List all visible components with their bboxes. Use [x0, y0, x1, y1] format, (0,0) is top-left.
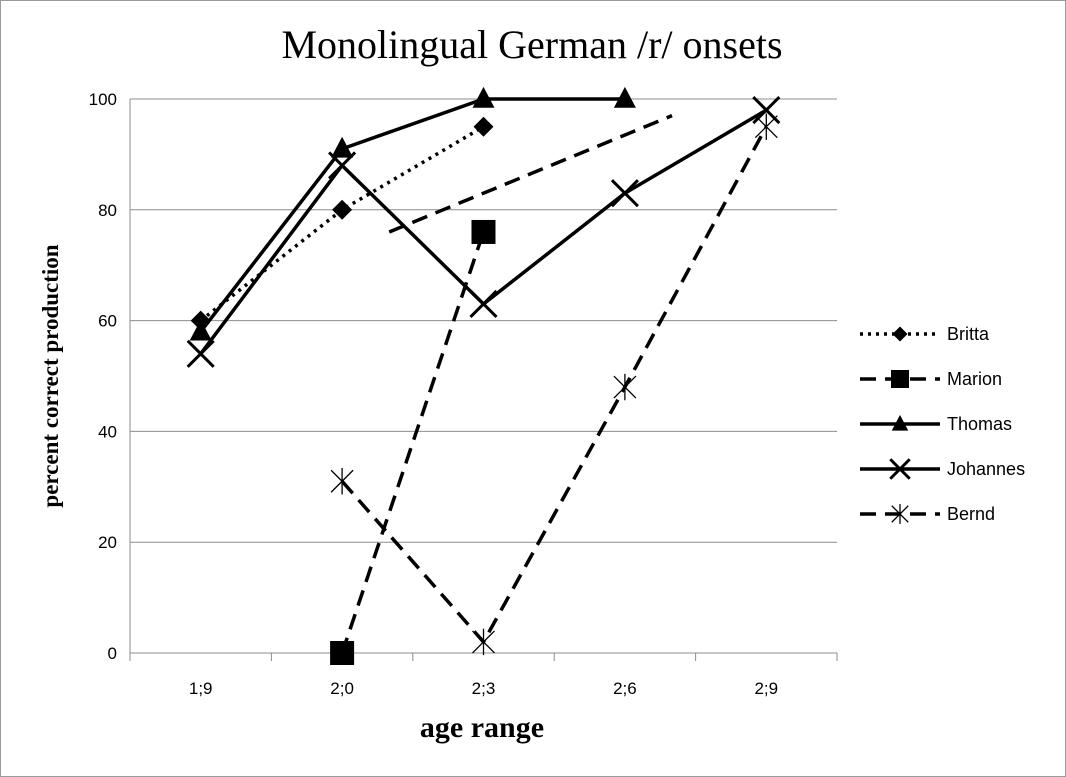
x-tick-label: 2;3: [472, 679, 496, 698]
x-tick-label: 1;9: [189, 679, 213, 698]
y-tick-label: 20: [98, 533, 117, 552]
marker-stroke: [328, 151, 357, 180]
series-line-bernd: [340, 125, 768, 644]
x-tick-label: 2;9: [754, 679, 778, 698]
marker-stroke: [889, 458, 911, 480]
chart-title: Monolingual German /r/ onsets: [281, 22, 782, 67]
x-tick-label: 2;6: [613, 679, 637, 698]
legend-item-britta: Britta: [860, 324, 990, 344]
marker-thomas: [189, 319, 212, 341]
marker-marion: [330, 641, 355, 665]
y-tick-label: 40: [98, 422, 117, 441]
marker-johannes: [469, 289, 498, 319]
y-tick-label: 60: [98, 312, 117, 331]
marker-bernd: [613, 373, 637, 401]
series-line-marion-extension: [388, 114, 673, 234]
marker-britta: [473, 116, 494, 137]
marker-johannes: [186, 339, 215, 368]
legend-label-bernd: Bernd: [947, 504, 995, 524]
legend-marker-johannes: [889, 458, 911, 480]
legend-item-johannes: Johannes: [860, 458, 1025, 480]
series-line-thomas: [199, 97, 625, 333]
marker-thomas: [472, 86, 495, 108]
marker-thomas: [331, 136, 354, 158]
marker-johannes: [328, 151, 357, 180]
legend-label-marion: Marion: [947, 369, 1002, 389]
y-tick-label: 100: [89, 90, 117, 109]
marker-stroke: [186, 339, 215, 368]
marker-stroke: [610, 179, 639, 208]
x-axis-label: age range: [420, 711, 544, 744]
legend-marker-britta: [892, 326, 908, 342]
legend-item-marion: Marion: [860, 369, 1002, 389]
x-tick-label: 2;0: [330, 679, 354, 698]
marker-marion: [471, 219, 496, 244]
marker-johannes: [610, 179, 639, 208]
series-line-marion: [340, 231, 486, 654]
y-tick-label: 80: [98, 201, 117, 220]
legend-item-thomas: Thomas: [860, 414, 1012, 434]
series-line-britta: [199, 125, 485, 322]
marker-bernd: [472, 628, 495, 656]
marker-bernd: [330, 468, 354, 495]
marker-britta: [332, 199, 353, 220]
legend-label-johannes: Johannes: [947, 459, 1025, 479]
legend-label-britta: Britta: [947, 324, 990, 344]
legend-marker-thomas: [891, 414, 909, 431]
y-tick-label: 0: [108, 644, 117, 663]
y-axis-label: percent correct production: [38, 244, 63, 507]
legend-label-thomas: Thomas: [947, 414, 1012, 434]
legend-marker-bernd: [891, 504, 909, 524]
legend-marker-marion: [891, 370, 909, 388]
marker-thomas: [613, 86, 636, 108]
marker-stroke: [469, 289, 498, 319]
legend-item-bernd: Bernd: [860, 504, 995, 524]
marker-bernd: [754, 113, 778, 140]
